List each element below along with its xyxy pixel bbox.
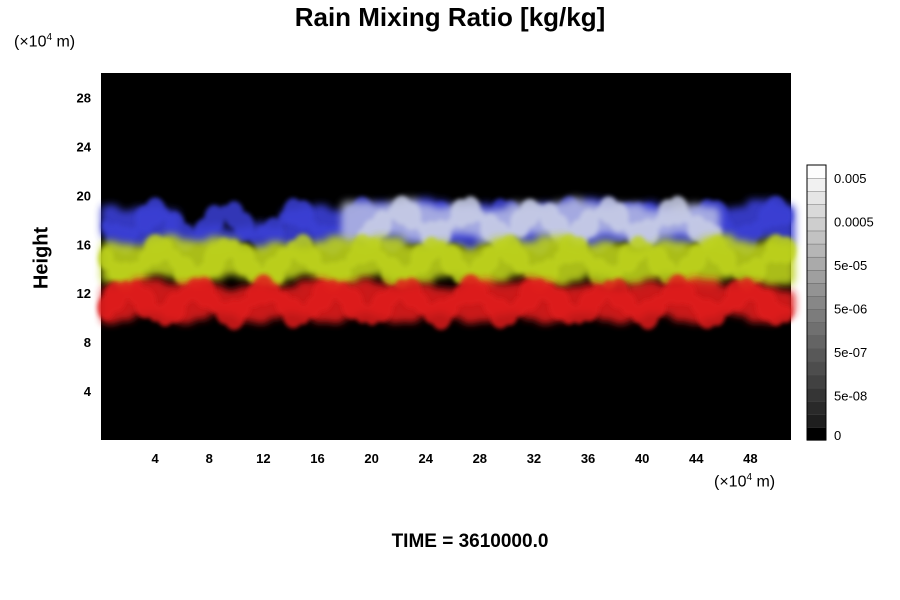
colorbar-level: [806, 282, 827, 297]
x-axis-unit: (×104 m): [714, 472, 776, 491]
field-blob: [363, 237, 381, 262]
x-tick-label: 32: [527, 451, 541, 466]
field-blob: [460, 196, 481, 225]
colorbar-level: [806, 426, 827, 441]
colorbar-frame: [806, 164, 827, 441]
colorbar-level: [806, 400, 827, 415]
colorbar-label: 5e-07: [834, 345, 867, 360]
y-tick-label: 4: [84, 384, 92, 399]
colorbar-level: [806, 374, 827, 389]
colorbar-level: [806, 269, 827, 284]
x-tick-label: 4: [152, 451, 160, 466]
field-cell: [341, 200, 360, 245]
time-label: TIME = 3610000.0: [391, 531, 549, 552]
x-axis-ticks: 4 8 12 16 20 24 28 32 36 40 44 48: [152, 451, 758, 466]
field-blob: [510, 247, 530, 273]
field-blob: [628, 235, 648, 263]
field-blob: [649, 294, 667, 318]
field-blob: [746, 257, 767, 285]
y-axis-ticks: 4 8 12 16 20 24 28: [77, 90, 92, 399]
field-blob: [263, 217, 284, 247]
field-blob: [131, 226, 140, 238]
colorbar-label: 0.005: [834, 171, 867, 186]
field-blob: [608, 202, 629, 232]
colorbar-level: [806, 230, 827, 245]
y-axis-unit: (×104 m): [14, 32, 76, 51]
x-tick-label: 48: [743, 451, 757, 466]
colorbar-level: [806, 335, 827, 350]
colorbar-label: 5e-05: [834, 258, 867, 273]
colorbar-level: [806, 204, 827, 219]
chart-title: Rain Mixing Ratio [kg/kg]: [294, 2, 606, 32]
field-blob: [667, 195, 688, 225]
colorbar-level: [806, 361, 827, 376]
field-blob: [98, 247, 114, 270]
colorbar-level: [806, 348, 827, 363]
field-blob: [422, 236, 441, 262]
field-blob: [304, 247, 322, 272]
colorbar-label: 0.0005: [834, 215, 874, 230]
x-tick-label: 40: [635, 451, 649, 466]
field-blob: [578, 208, 600, 238]
colorbar-label: 5e-08: [834, 389, 867, 404]
colorbar: 0 5e-08 5e-07 5e-06 5e-05 0.0005 0.005: [806, 164, 874, 443]
x-tick-label: 8: [206, 451, 213, 466]
field-blob: [779, 305, 793, 323]
y-tick-label: 12: [77, 286, 91, 301]
colorbar-level: [806, 177, 827, 192]
colorbar-level: [806, 256, 827, 271]
colorbar-level: [806, 295, 827, 310]
field-blob: [372, 210, 392, 238]
field-blob: [776, 236, 796, 264]
field-blob: [679, 282, 696, 306]
x-tick-label: 28: [473, 451, 487, 466]
field-blob: [779, 206, 793, 226]
colorbar-level: [806, 387, 827, 402]
y-tick-label: 20: [77, 188, 91, 203]
y-tick-label: 16: [77, 237, 91, 252]
field-blob: [767, 301, 785, 326]
field-blob: [549, 213, 570, 243]
colorbar-level: [806, 308, 827, 323]
colorbar-level: [806, 321, 827, 336]
colorbar-label: 0: [834, 428, 841, 443]
field-blob: [145, 197, 166, 226]
colorbar-level: [806, 413, 827, 428]
field-blob: [687, 244, 707, 272]
x-tick-label: 36: [581, 451, 595, 466]
field-blob: [233, 211, 255, 241]
colorbar-level: [806, 190, 827, 205]
x-tick-label: 24: [418, 451, 433, 466]
y-tick-label: 8: [84, 335, 91, 350]
field-blob: [749, 220, 764, 240]
field-blob: [204, 204, 225, 234]
x-tick-label: 16: [310, 451, 324, 466]
field-blob: [569, 236, 589, 263]
y-tick-label: 28: [77, 90, 91, 105]
field-layer-detail: [97, 274, 793, 331]
colorbar-level: [806, 217, 827, 232]
x-tick-label: 44: [689, 451, 704, 466]
colorbar-level: [806, 243, 827, 258]
field-blob: [292, 200, 314, 230]
x-tick-label: 12: [256, 451, 270, 466]
field-blob: [481, 246, 500, 272]
y-tick-label: 24: [77, 139, 92, 154]
field-blob: [127, 261, 144, 284]
field-blob: [717, 247, 737, 275]
field-blob: [540, 258, 559, 285]
rain-field: [97, 195, 796, 331]
field-blob: [333, 259, 352, 284]
colorbar-label: 5e-06: [834, 302, 867, 317]
field-blob: [401, 202, 422, 231]
x-tick-label: 20: [364, 451, 378, 466]
field-blob: [519, 199, 540, 228]
colorbar-level: [806, 164, 827, 179]
field-blob: [216, 238, 233, 262]
